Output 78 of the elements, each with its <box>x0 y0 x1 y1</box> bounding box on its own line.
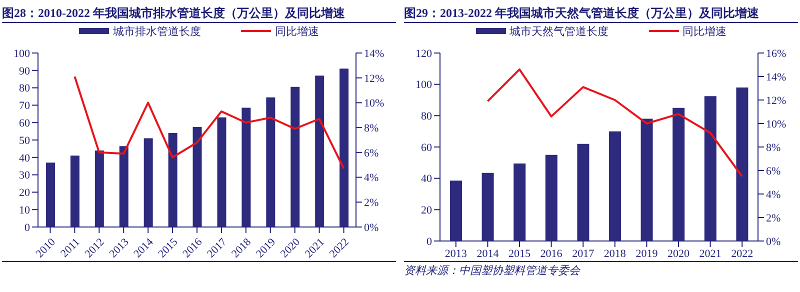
bar <box>242 108 251 227</box>
bar <box>217 117 226 227</box>
y2-tick-label: 0% <box>766 236 781 248</box>
bar <box>482 172 494 241</box>
line-series <box>74 76 345 170</box>
line-series <box>486 68 744 178</box>
x-tick-label: 2015 <box>508 248 531 260</box>
legend-label: 同比增速 <box>682 24 726 38</box>
y-tick-label: 0 <box>24 222 30 234</box>
y-tick-label: 60 <box>19 118 30 130</box>
y2-tick-label: 6% <box>766 165 781 178</box>
y-tick-label: 40 <box>19 152 30 164</box>
y-tick-label: 120 <box>416 48 432 60</box>
bar <box>736 87 748 241</box>
bar <box>46 162 55 227</box>
y-tick-label: 20 <box>421 204 432 217</box>
bar <box>144 138 153 227</box>
y-tick-label: 30 <box>19 170 30 182</box>
x-tick-label: 2011 <box>58 236 82 260</box>
bar <box>266 97 276 227</box>
x-tick-label: 2019 <box>636 248 658 260</box>
y2-tick-label: 2% <box>766 212 781 224</box>
x-tick-label: 2013 <box>444 248 468 260</box>
x-tick-label: 2022 <box>731 248 754 260</box>
y2-tick-label: 14% <box>364 48 384 60</box>
y2-tick-label: 16% <box>766 48 786 60</box>
bar <box>119 146 128 227</box>
y-tick-label: 20 <box>19 187 30 200</box>
x-tick-label: 2016 <box>540 248 563 260</box>
y-tick-label: 10 <box>19 204 30 217</box>
bar <box>168 133 178 227</box>
y2-tick-label: 8% <box>364 122 379 134</box>
y-tick-label: 90 <box>19 65 30 78</box>
y-tick-label: 60 <box>421 142 432 154</box>
y2-tick-label: 4% <box>766 188 781 201</box>
y2-tick-label: 8% <box>766 142 781 154</box>
y-tick-label: 100 <box>14 48 30 60</box>
y2-tick-label: 10% <box>364 98 384 110</box>
x-tick-label: 2018 <box>604 248 626 260</box>
legend-label: 城市排水管道长度 <box>112 24 201 38</box>
y-tick-label: 100 <box>416 79 432 92</box>
bar <box>290 86 300 227</box>
bar <box>577 144 590 241</box>
text: 资料来源：中国塑协塑料管道专委会 <box>404 265 580 277</box>
bar <box>70 156 80 227</box>
x-tick-label: 2021 <box>699 248 722 260</box>
chart-title: 图28：2010-2022 年我国城市排水管道长度（万公里）及同比增速 <box>2 4 396 23</box>
legend-label: 城市天然气管道长度 <box>508 24 608 38</box>
bar <box>704 96 716 241</box>
y2-tick-label: 12% <box>364 72 384 85</box>
y-tick-label: 80 <box>19 82 30 95</box>
y2-tick-label: 4% <box>364 172 379 184</box>
y-tick-label: 70 <box>19 100 30 112</box>
bar <box>315 76 324 227</box>
y-tick-label: 80 <box>421 110 432 123</box>
bar <box>450 180 462 241</box>
y-tick-label: 40 <box>421 173 432 186</box>
bar <box>609 131 621 241</box>
bar <box>340 68 349 227</box>
legend-label: 同比增速 <box>274 24 319 38</box>
chart-title: 图29：2013-2022 年我国城市天然气管道长度（万公里）及同比增速 <box>404 4 798 23</box>
y2-tick-label: 14% <box>766 71 786 84</box>
y-tick-label: 50 <box>19 134 30 147</box>
y2-tick-label: 6% <box>364 147 379 160</box>
bar <box>514 163 526 241</box>
bar <box>545 154 558 241</box>
x-tick-label: 2014 <box>476 248 500 260</box>
bar <box>640 118 653 241</box>
y2-tick-label: 10% <box>766 118 786 130</box>
y2-tick-label: 0% <box>364 222 379 234</box>
y-tick-label: 0 <box>426 236 432 248</box>
bar <box>672 108 685 241</box>
x-tick-label: 2017 <box>572 248 595 260</box>
x-tick-label: 2020 <box>668 248 690 260</box>
bar <box>192 126 202 227</box>
y2-tick-label: 12% <box>766 94 786 107</box>
bar <box>94 150 104 227</box>
y2-tick-label: 2% <box>364 197 379 210</box>
